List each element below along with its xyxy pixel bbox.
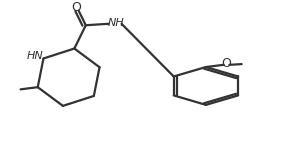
Text: O: O: [221, 57, 231, 70]
Text: HN: HN: [27, 51, 44, 61]
Text: NH: NH: [108, 18, 124, 28]
Text: O: O: [72, 1, 81, 13]
